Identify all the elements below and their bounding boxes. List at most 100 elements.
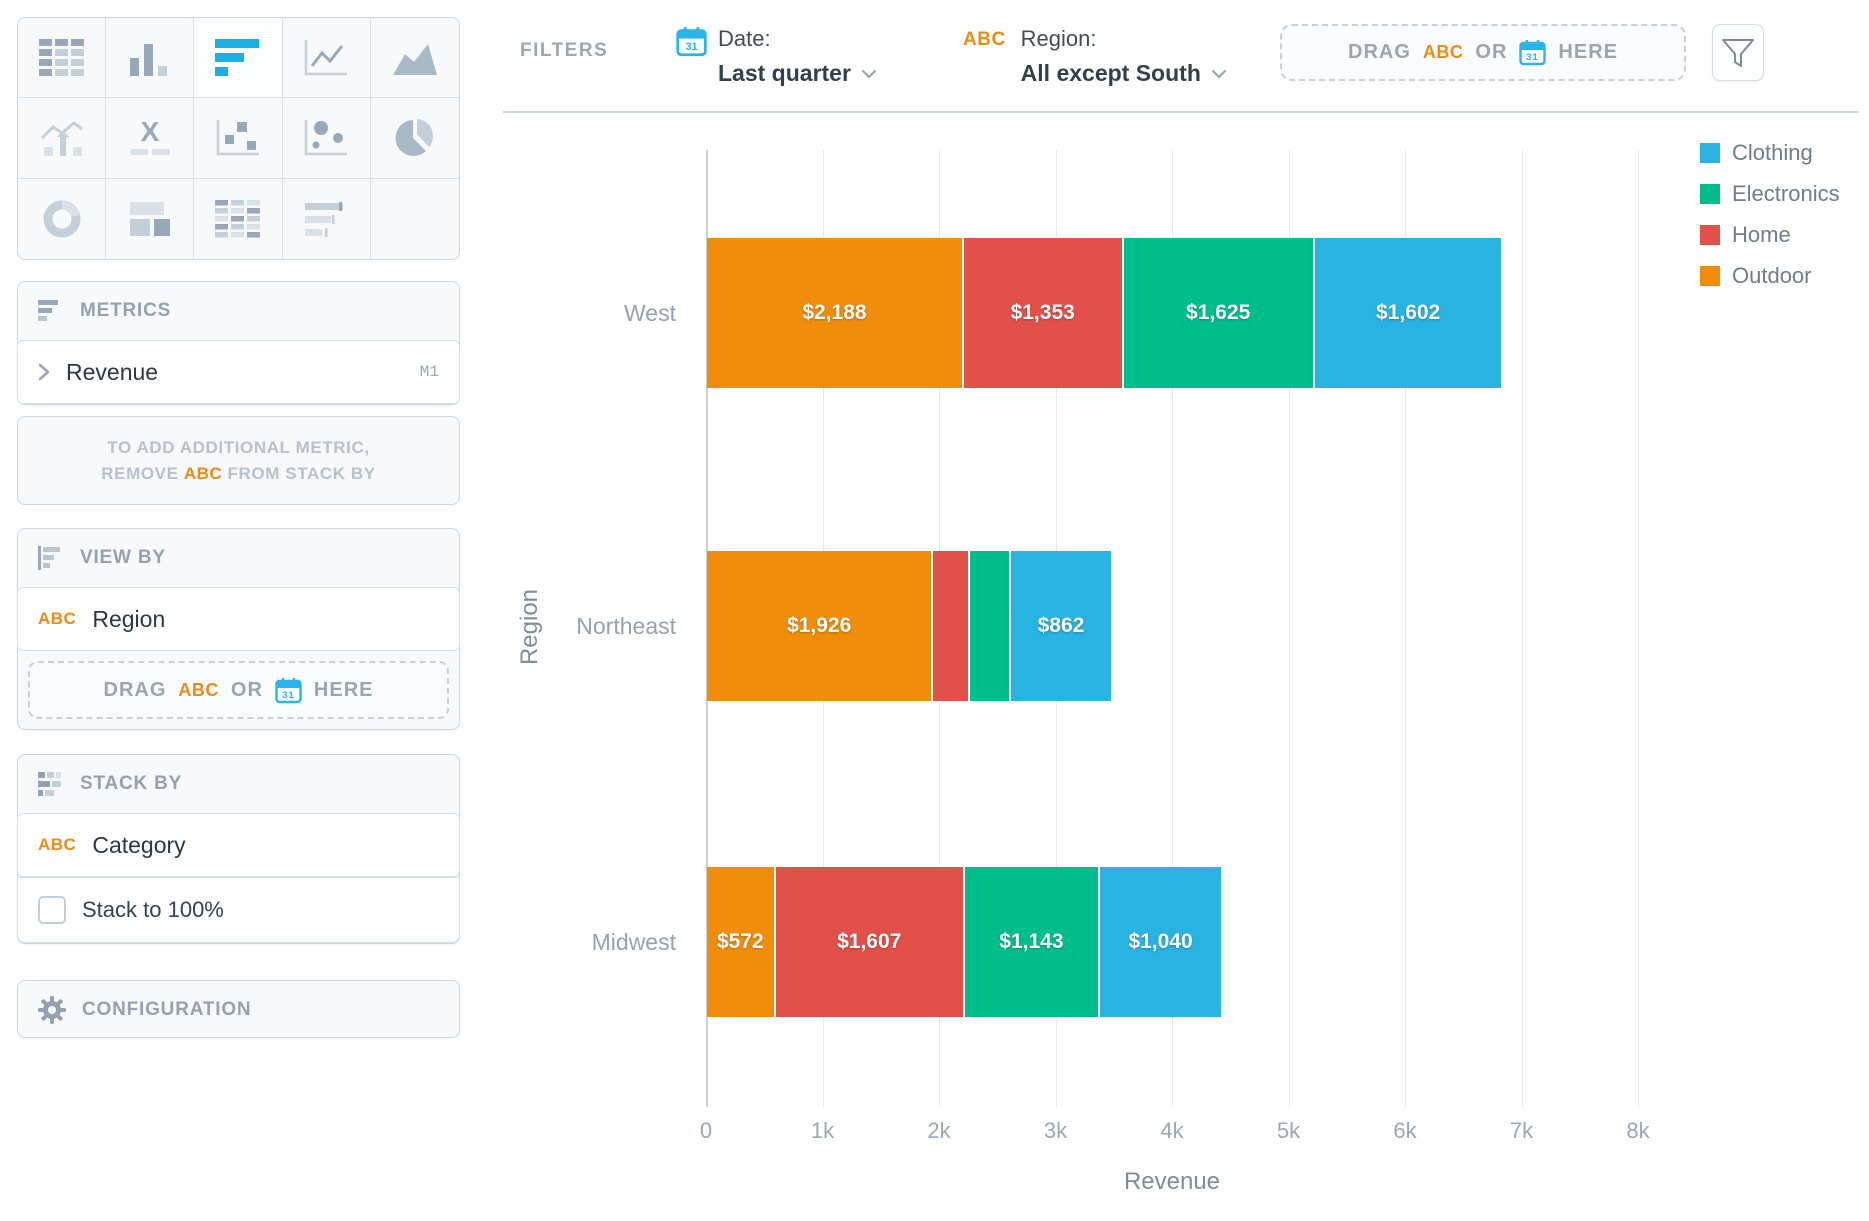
stack-by-item-category[interactable]: ABC Category [17, 813, 460, 877]
bar-segment-outdoor[interactable]: $2,188 [707, 238, 962, 388]
chart-type-picker: X [17, 17, 460, 260]
bar-value-label: $1,353 [1010, 301, 1075, 324]
bar-segment-outdoor[interactable]: $572 [707, 867, 774, 1017]
svg-text:31: 31 [282, 690, 295, 701]
picker-horizontal-bar-chart-icon[interactable] [194, 18, 283, 99]
date-filter-label: Date: [718, 26, 771, 51]
bar-segment-outdoor[interactable]: $1,926 [707, 551, 932, 701]
gridline [1521, 150, 1523, 1107]
stack-by-header[interactable]: STACK BY [18, 755, 459, 813]
abc-icon: ABC [1422, 42, 1464, 62]
y-category-label: West [624, 300, 676, 326]
chart-legend: Clothing Electronics Home Outdoor [1700, 140, 1840, 289]
filter-drop-zone[interactable]: DRAG ABC OR 31 HERE [1280, 24, 1686, 81]
stack-by-label: Category [92, 831, 186, 858]
view-by-item-region[interactable]: ABC Region [17, 587, 460, 651]
picker-bullet-chart-icon[interactable] [283, 178, 371, 259]
abc-icon: ABC [38, 609, 77, 628]
picker-scatter-plot-icon[interactable] [194, 98, 283, 179]
bar-value-label: $1,625 [1186, 301, 1251, 324]
legend-item-electronics[interactable]: Electronics [1700, 181, 1840, 207]
abc-icon: ABC [183, 463, 223, 483]
metrics-title: METRICS [80, 300, 172, 321]
legend-label: Home [1732, 222, 1791, 247]
bar-value-label: $572 [716, 930, 764, 953]
picker-empty-cell [371, 179, 459, 259]
bar-segment-electronics[interactable]: $1,625 [1123, 238, 1313, 388]
bar-row-northeast: $1,926 $862 [707, 551, 1112, 701]
x-axis-title: Revenue [1123, 1168, 1221, 1195]
metric-item-revenue[interactable]: Revenue M1 [17, 340, 460, 404]
picker-crosstab-icon[interactable]: X [106, 98, 195, 179]
view-by-icon [38, 546, 60, 570]
funnel-icon [1722, 38, 1754, 67]
bar-segment-home[interactable]: $1,607 [775, 867, 963, 1017]
bar-segment-home[interactable]: $1,353 [963, 238, 1122, 388]
calendar-icon: 31 [1519, 39, 1547, 66]
legend-item-home[interactable]: Home [1700, 222, 1840, 248]
metrics-icon [38, 300, 58, 321]
metrics-hint: TO ADD ADDITIONAL METRIC, REMOVE ABC FRO… [17, 416, 460, 505]
calendar-icon: 31 [275, 677, 302, 704]
filter-funnel-button[interactable] [1712, 24, 1764, 81]
stack-to-100-checkbox[interactable] [38, 896, 66, 924]
abc-icon: ABC [38, 835, 77, 854]
configuration-button[interactable]: CONFIGURATION [18, 981, 459, 1039]
legend-item-outdoor[interactable]: Outdoor [1700, 263, 1840, 289]
bar-segment-clothing[interactable]: $862 [1010, 551, 1112, 701]
picker-trend-chart-icon[interactable] [18, 98, 107, 179]
gridline [1288, 150, 1290, 1107]
bar-row-midwest: $572 $1,607 $1,143 $1,040 [707, 867, 1222, 1017]
x-tick-label: 8k [1626, 1118, 1650, 1143]
legend-item-clothing[interactable]: Clothing [1700, 140, 1840, 166]
date-filter[interactable]: 31 Date: Last quarter [676, 26, 877, 87]
view-by-panel: VIEW BY ABC Region DRAG ABC OR 31 HERE [17, 528, 460, 730]
hint-line-2: REMOVE ABC FROM STACK BY [101, 463, 376, 483]
metrics-header[interactable]: METRICS [18, 282, 459, 340]
picker-pie-chart-icon[interactable] [370, 98, 459, 179]
chevron-right-icon [38, 363, 50, 381]
picker-table-icon[interactable] [18, 18, 107, 99]
bar-value-label: $1,602 [1376, 301, 1441, 324]
bar-segment-home[interactable] [933, 551, 969, 701]
x-tick-label: 4k [1160, 1118, 1184, 1143]
x-tick-label: 5k [1276, 1118, 1301, 1143]
bar-row-west: $2,188 $1,353 $1,625 $1,602 [707, 238, 1502, 388]
bar-segment-electronics[interactable] [970, 551, 1009, 701]
svg-text:31: 31 [1527, 52, 1540, 63]
picker-area-chart-icon[interactable] [370, 18, 459, 99]
picker-pivot-table-icon[interactable] [194, 178, 283, 259]
filter-bar-divider [503, 111, 1859, 113]
picker-treemap-icon[interactable] [106, 178, 195, 259]
bar-value-label: $862 [1037, 614, 1085, 637]
date-filter-value: Last quarter [718, 60, 851, 86]
stack-to-100-label: Stack to 100% [82, 897, 224, 922]
region-filter[interactable]: ABC Region: All except South [963, 26, 1227, 87]
bar-value-label: $2,188 [802, 301, 867, 324]
filters-title: FILTERS [520, 40, 609, 61]
x-tick-label: 7k [1509, 1118, 1534, 1143]
x-tick-label: 6k [1393, 1118, 1417, 1143]
picker-donut-chart-icon[interactable] [18, 178, 107, 259]
legend-label: Clothing [1732, 140, 1813, 165]
stack-by-title: STACK BY [80, 773, 183, 794]
view-by-drop-zone[interactable]: DRAG ABC OR 31 HERE [28, 661, 449, 719]
view-by-title: VIEW BY [80, 547, 166, 568]
y-category-label: Midwest [591, 929, 676, 955]
svg-text:X: X [140, 117, 159, 147]
gridline [1638, 150, 1639, 1107]
view-by-header[interactable]: VIEW BY [18, 529, 459, 587]
picker-bubble-chart-icon[interactable] [282, 98, 371, 179]
picker-line-chart-icon[interactable] [282, 18, 371, 99]
legend-swatch [1700, 184, 1720, 204]
abc-icon: ABC [178, 679, 219, 700]
y-axis-title: Region [516, 588, 543, 666]
bar-segment-electronics[interactable]: $1,143 [964, 867, 1098, 1017]
stack-to-100-row: Stack to 100% [17, 877, 460, 943]
bar-segment-clothing[interactable]: $1,040 [1099, 867, 1222, 1017]
x-tick-label: 1k [810, 1118, 835, 1143]
bar-segment-clothing[interactable]: $1,602 [1314, 238, 1502, 388]
picker-column-chart-icon[interactable] [106, 18, 195, 99]
abc-icon: ABC [963, 29, 1006, 50]
gear-icon [38, 996, 66, 1024]
